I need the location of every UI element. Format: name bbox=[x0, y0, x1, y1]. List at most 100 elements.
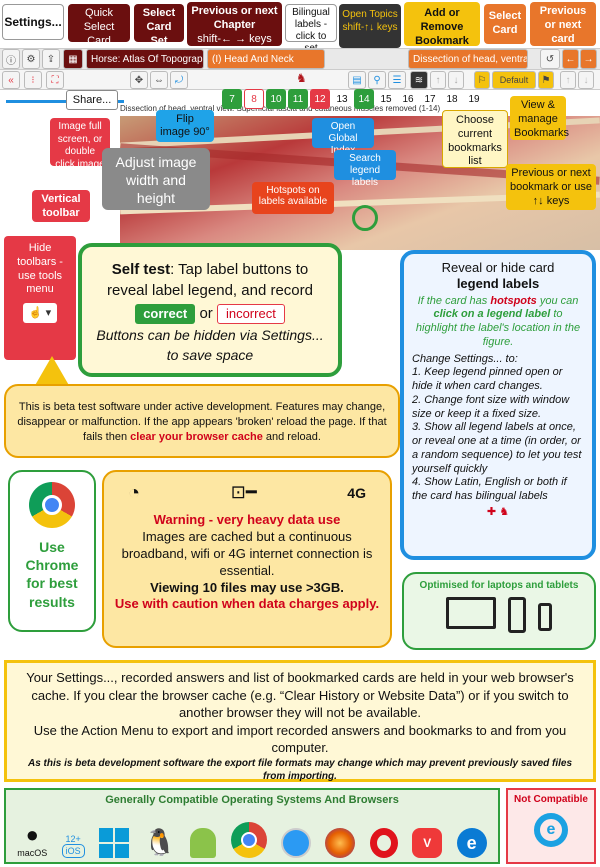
self-test-description: : Tap label buttons to reveal label lege… bbox=[107, 261, 313, 299]
not-compatible-text: Not Compatible bbox=[514, 794, 588, 805]
safari-icon bbox=[281, 828, 312, 858]
warning-text-1: Images are cached but a continuous broad… bbox=[121, 528, 373, 578]
topics-button[interactable]: ≋ bbox=[410, 71, 428, 89]
quick-select-button[interactable]: ▦ bbox=[63, 49, 83, 69]
edge-icon: e bbox=[456, 828, 487, 858]
image-size-slider[interactable] bbox=[6, 100, 124, 103]
adjust-image-callout: Adjust image width and height bbox=[102, 148, 210, 210]
legend-list-button[interactable]: ☰ bbox=[388, 71, 406, 89]
next-card-button[interactable]: → bbox=[580, 49, 597, 69]
label-number-button[interactable]: 12 bbox=[310, 89, 330, 109]
view-bookmarks-callout: View & manage Bookmarks bbox=[510, 96, 569, 140]
hotspot-target-icon[interactable] bbox=[352, 205, 378, 231]
prev-card-button[interactable]: ← bbox=[562, 49, 579, 69]
vertical-toolbar-button[interactable]: ⁝ bbox=[24, 71, 42, 89]
hide-toolbars-callout: Hide toolbars - use tools menu ☝ ▾ bbox=[4, 236, 76, 360]
beta-box: This is beta test software under active … bbox=[4, 384, 400, 458]
settings-option: 1. Keep legend pinned open or hide it wh… bbox=[412, 366, 563, 392]
label-number-button[interactable]: 17 bbox=[424, 93, 436, 105]
prev-bookmark-button[interactable]: ↑ bbox=[560, 71, 576, 89]
prev-next-card-label: Previous or next card bbox=[539, 5, 587, 45]
self-test-text: Self test: Tap label buttons to reveal l… bbox=[96, 259, 324, 301]
label-buttons-row: 7 8 10 11 12 13 14 15 16 17 18 19 bbox=[222, 89, 484, 109]
ethernet-icon: ⊡━ bbox=[230, 482, 257, 503]
label-number-button[interactable]: 18 bbox=[446, 93, 458, 105]
horse-head-icon[interactable]: ♞ bbox=[296, 71, 307, 85]
label-number-button[interactable]: 15 bbox=[380, 93, 392, 105]
info-button[interactable]: ⓘ bbox=[2, 49, 20, 69]
next-bookmark-button[interactable]: ↓ bbox=[578, 71, 594, 89]
select-card-set-callout: Select Card Set bbox=[134, 4, 184, 47]
move-icon[interactable]: ✥ bbox=[130, 71, 148, 89]
hide-toolbars-button[interactable]: « bbox=[2, 71, 20, 89]
label-number-button[interactable]: 10 bbox=[266, 89, 286, 109]
self-test-box: Self test: Tap label buttons to reveal l… bbox=[78, 243, 342, 377]
compat-box: Generally Compatible Operating Systems A… bbox=[4, 788, 500, 864]
add-bookmark-button[interactable]: ⚐ bbox=[474, 71, 490, 89]
chrome-text: Use Chrome for best results bbox=[25, 539, 79, 610]
flip-image-button[interactable]: ⤾ bbox=[170, 71, 188, 89]
firefox-icon bbox=[325, 828, 356, 858]
prev-next-chapter-callout: Previous or next Chapter shift-← → keys bbox=[187, 2, 282, 46]
settings-option: 3. Show all legend labels at once, or re… bbox=[412, 421, 582, 475]
search-legend-button[interactable]: ⚲ bbox=[368, 71, 386, 89]
label-number-button[interactable]: 19 bbox=[468, 93, 480, 105]
self-test-title: Self test bbox=[111, 261, 171, 278]
card-select[interactable]: Dissection of head, ventral view. Supe bbox=[408, 49, 528, 69]
label-number-button[interactable]: 7 bbox=[222, 89, 242, 109]
label-number-button[interactable]: 13 bbox=[336, 93, 348, 105]
label-number-button[interactable]: 8 bbox=[244, 89, 264, 109]
bookmark-list-select[interactable]: Default bbox=[492, 71, 536, 89]
hide-toolbars-text: Hide toolbars - use tools menu bbox=[17, 242, 63, 296]
global-index-button[interactable]: ▤ bbox=[348, 71, 366, 89]
correct-button[interactable]: correct bbox=[135, 304, 196, 325]
topics-up-button[interactable]: ↑ bbox=[430, 71, 446, 89]
add-remove-bookmark-callout: Add or Remove Bookmark bbox=[404, 2, 480, 47]
or-text: or bbox=[199, 305, 213, 322]
opera-icon bbox=[369, 828, 398, 858]
manage-bookmarks-button[interactable]: ⚑ bbox=[538, 71, 554, 89]
hotspot-note: If the card has hotspots you can click o… bbox=[415, 294, 581, 348]
linux-icon: 🐧 bbox=[143, 827, 176, 857]
cache-note-box: Your Settings..., recorded answers and l… bbox=[4, 660, 596, 782]
share-callout: Share... bbox=[66, 90, 118, 110]
settings-gear-icon[interactable]: ⚙ bbox=[22, 49, 40, 69]
beta-end-text: and reload. bbox=[265, 430, 321, 443]
width-adjust-button[interactable]: ⇔ bbox=[150, 71, 168, 89]
history-icon[interactable]: ↺ bbox=[540, 49, 560, 69]
select-card-callout: Select Card bbox=[484, 4, 526, 44]
wifi-icon: ◔ bbox=[128, 482, 141, 504]
prev-next-chapter-label: Previous or next Chapter bbox=[191, 5, 278, 31]
laptop-tablet-icon bbox=[410, 597, 588, 633]
macos-icon: ● macOS bbox=[17, 822, 48, 858]
full-screen-callout: Image full screen, or double click image bbox=[50, 118, 110, 170]
topics-down-button[interactable]: ↓ bbox=[448, 71, 464, 89]
tools-menu-icon[interactable]: ☝ ▾ bbox=[23, 303, 57, 323]
4g-icon: 4G bbox=[347, 484, 366, 501]
settings-option: 4. Show Latin, English or both if the ca… bbox=[412, 476, 567, 502]
android-icon bbox=[190, 828, 217, 858]
bilingual-flag-icon: ✚ ♞ bbox=[486, 505, 510, 518]
label-number-button[interactable]: 14 bbox=[354, 89, 374, 109]
label-number-button[interactable]: 16 bbox=[402, 93, 414, 105]
chrome-browser-icon bbox=[230, 822, 267, 858]
share-icon[interactable]: ⇪ bbox=[42, 49, 60, 69]
chapter-select[interactable]: (I) Head And Neck bbox=[207, 49, 325, 69]
incorrect-button[interactable]: incorrect bbox=[216, 304, 285, 325]
quick-select-callout: Quick Select Card bbox=[68, 4, 130, 47]
open-topics-callout: Open Topics shift-↑↓ keys bbox=[339, 4, 401, 48]
cache-note-p2: Use the Action Menu to export and import… bbox=[33, 722, 567, 756]
internet-explorer-icon: e bbox=[534, 813, 568, 847]
label-number-button[interactable]: 11 bbox=[288, 89, 308, 109]
vivaldi-icon: V bbox=[412, 828, 443, 858]
hotspots-callout: Hotspots on labels available bbox=[252, 182, 334, 214]
card-set-select[interactable]: Horse: Atlas Of Topographical Anatomy bbox=[86, 49, 204, 69]
chrome-box: Use Chrome for best results bbox=[8, 470, 96, 632]
reveal-title: Reveal or hide card legend labels bbox=[441, 260, 555, 292]
warning-title: Warning - very heavy data use bbox=[153, 512, 341, 527]
vertical-toolbar-callout: Vertical toolbar bbox=[32, 190, 90, 222]
full-screen-button[interactable]: ⛶ bbox=[46, 71, 64, 89]
settings-option: 2. Change font size with window size or … bbox=[412, 393, 570, 420]
settings-options-list: 1. Keep legend pinned open or hide it wh… bbox=[412, 366, 584, 504]
warning-icons: ◔ ⊡━ 4G bbox=[128, 480, 366, 506]
